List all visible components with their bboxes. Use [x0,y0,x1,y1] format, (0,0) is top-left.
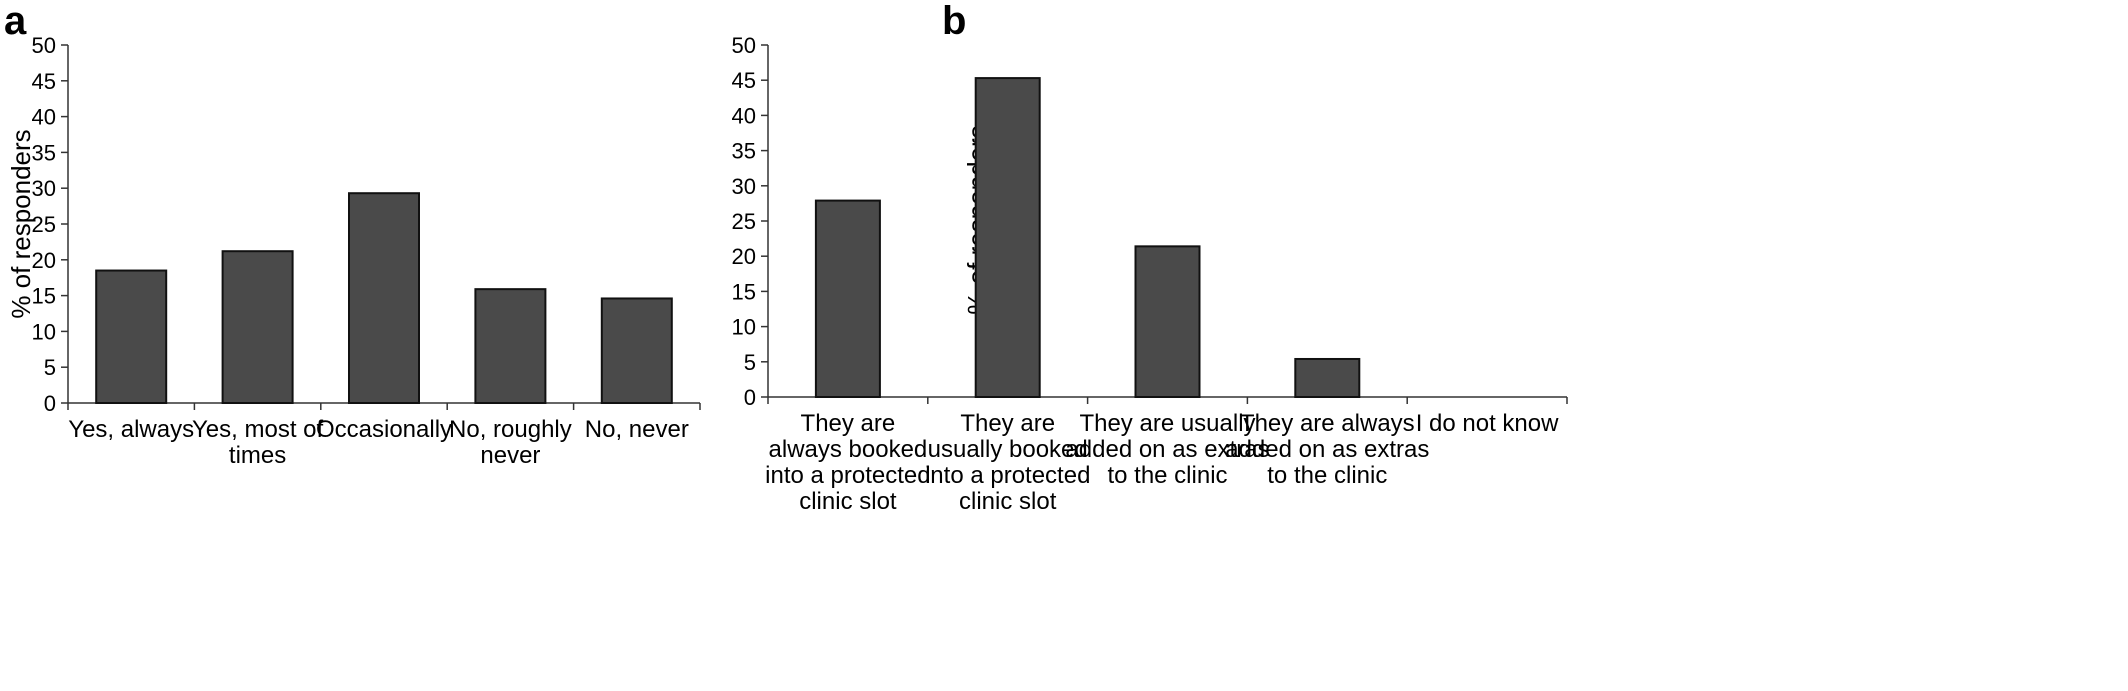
panel-a-y-tick-label: 45 [32,69,56,94]
panel-a-x-tick-label: No, never [585,416,689,443]
panel-a-y-tick-label: 20 [32,248,56,273]
panel-b-y-tick-label: 0 [744,385,756,410]
panel-b-chart: b % of responders 05101520253035404550Th… [732,0,1568,515]
panel-a-chart: a % of responders 0 5 10 15 20 25 30 35 40 45 50 Ye… [4,0,701,469]
panel-a-bar [348,192,420,404]
panel-b-x-tick-label: They are always booked into a protected cli… [765,410,930,515]
panel-a-y-tick-label: 10 [32,319,56,344]
panel-a-y-tick-label: 30 [32,176,56,201]
panel-b-x-tick-label: They are usually added on as extras to the… [1065,410,1269,489]
panel-a-label: a [4,0,27,43]
panel-a-y-tick-label: 35 [32,140,56,165]
panel-b-bar [1134,245,1201,398]
panel-a-y-tick-label: 15 [32,284,56,309]
panel-b-bar [1294,357,1361,399]
panel-b-y-tick-label: 10 [732,315,756,340]
panel-b-y-tick-label: 30 [732,174,756,199]
panel-b-label: b [942,0,966,43]
panel-a-y-tick-label: 0 [44,391,56,416]
panel-a-y-tick-label: 40 [32,105,56,130]
panel-b-bar [974,77,1041,398]
panel-b-x-tick-label: They are usually booked into a protected cl… [925,410,1090,515]
panel-b-x-tick-label: I do not know [1416,410,1559,437]
panel-a-x-tick-label: Yes, always [68,416,194,443]
panel-a-y-tick-label: 50 [32,33,56,58]
panel-b-y-tick-label: 20 [732,244,756,269]
panel-a-x-tick-label: No, roughly never [449,416,572,469]
panel-a-bar [95,269,168,405]
panel-a-bar [474,288,547,405]
panel-b-y-tick-label: 40 [732,103,756,128]
panel-b-y-tick-label: 50 [732,33,756,58]
panel-b-bar [814,199,881,398]
panel-a-x-tick-label: Occasionally [316,416,452,443]
panel-b-y-tick-label: 25 [732,209,756,234]
panel-a-x-tick-label: Yes, most of times [192,416,324,469]
panel-b-y-tick-label: 45 [732,68,756,93]
panel-a-y-tick-label: 5 [44,355,56,380]
panel-b-x-tick-label: They are always added on as extras to the … [1225,410,1429,489]
panel-a-bar [221,250,294,404]
panel-a-bar [600,297,673,404]
panel-b-y-tick-label: 5 [744,350,756,375]
panel-a-y-tick-label: 25 [32,212,56,237]
panel-b-y-tick-label: 35 [732,139,756,164]
panel-b-y-tick-label: 15 [732,279,756,304]
panel-a-y-axis-label: % of responders [6,129,36,318]
